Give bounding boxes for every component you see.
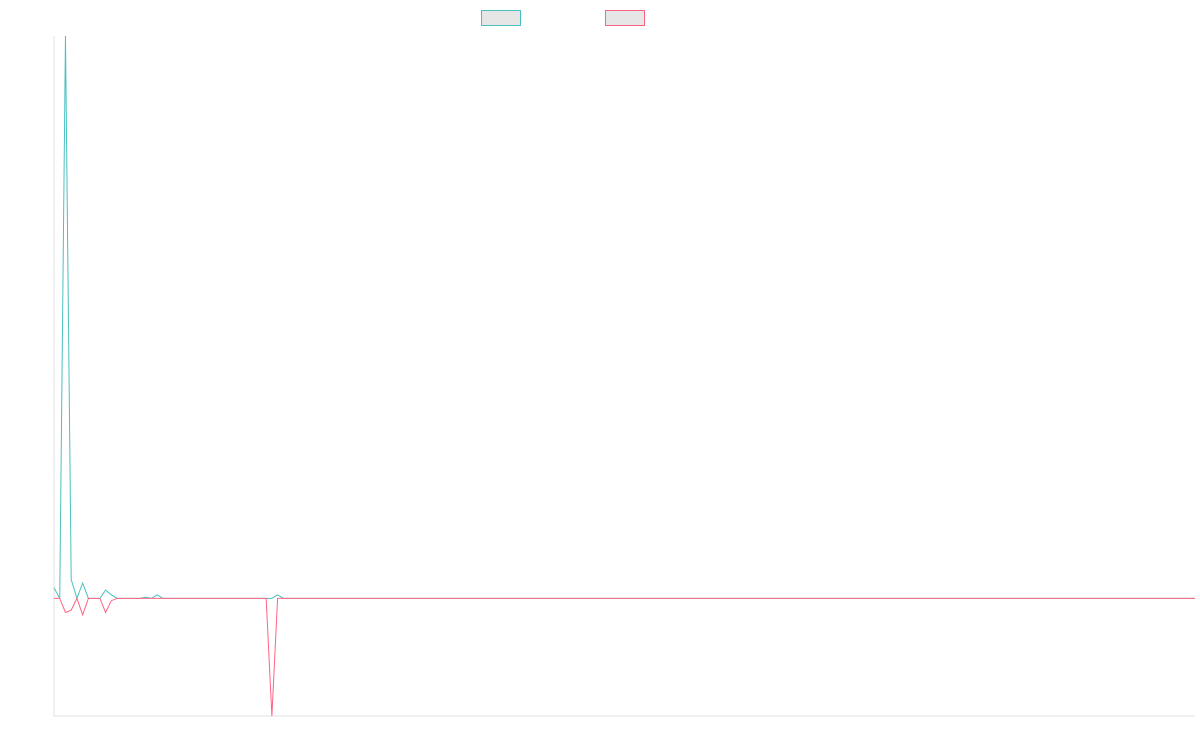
legend-swatch-2 — [605, 10, 645, 26]
legend-swatch-1 — [481, 10, 521, 26]
axes — [53, 36, 1195, 717]
series-line-2 — [54, 597, 1195, 717]
series-line-1 — [53, 35, 1195, 601]
series-lines — [53, 35, 1195, 717]
legend — [481, 10, 645, 26]
